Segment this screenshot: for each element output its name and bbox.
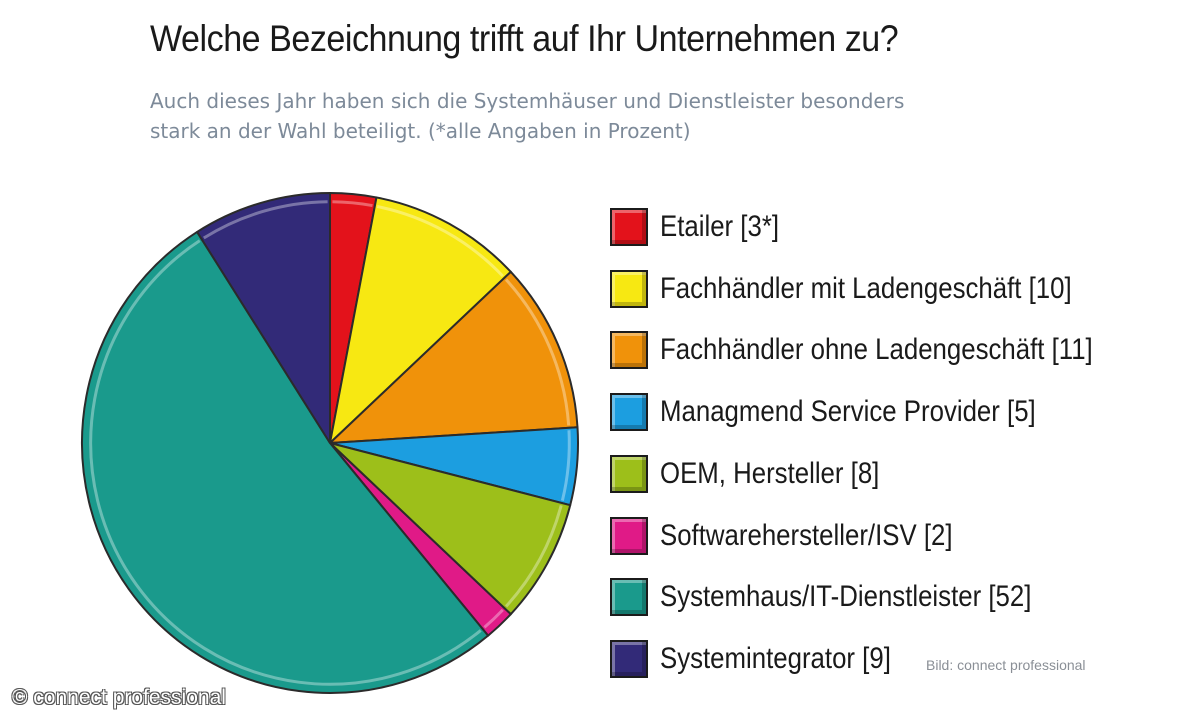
- legend-swatch: [610, 454, 648, 493]
- legend-label: Systemintegrator [9]: [660, 641, 891, 675]
- legend-item: Fachhändler mit Ladengeschäft [10]: [610, 268, 1139, 310]
- pie-slice-highlight: [202, 200, 328, 240]
- legend-item: Systemintegrator [9]: [610, 638, 928, 680]
- pie-slice: [329, 196, 512, 444]
- legend-label: Fachhändler ohne Ladengeschäft [11]: [660, 333, 1093, 367]
- legend-label: Softwarehersteller/ISV [2]: [660, 518, 953, 552]
- legend-item: Fachhändler ohne Ladengeschäft [11]: [610, 329, 1163, 371]
- legend-item: Systemhaus/IT-Dienstleister [52]: [610, 576, 1092, 618]
- subtitle-line-2: stark an der Wahl beteiligt. (*alle Anga…: [150, 119, 691, 143]
- pie-chart: [80, 192, 579, 694]
- legend-swatch: [610, 639, 648, 678]
- legend-item: Etailer [3*]: [610, 206, 798, 248]
- legend-item: Softwarehersteller/ISV [2]: [610, 515, 1000, 557]
- pie-slices: [80, 192, 579, 694]
- legend-item: Managmend Service Provider [5]: [610, 391, 1097, 433]
- legend-swatch: [610, 331, 648, 370]
- legend-label: Systemhaus/IT-Dienstleister [52]: [660, 580, 1032, 614]
- legend-label: Managmend Service Provider [5]: [660, 395, 1036, 429]
- pie-slice: [196, 192, 331, 444]
- pie-slice-highlight: [376, 205, 504, 278]
- subtitle-line-1: Auch dieses Jahr haben sich die Systemhä…: [150, 89, 905, 113]
- legend-item: OEM, Hersteller [8]: [610, 453, 915, 495]
- chart-subtitle: Auch dieses Jahr haben sich die Systemhä…: [150, 86, 1030, 146]
- chart-title: Welche Bezeichnung trifft auf Ihr Untern…: [150, 18, 899, 59]
- legend-label: OEM, Hersteller [8]: [660, 456, 880, 490]
- pie-slice: [329, 442, 572, 616]
- legend-swatch: [610, 578, 648, 617]
- watermark: © connect professional: [12, 686, 226, 709]
- legend-swatch: [610, 393, 648, 432]
- image-credit: Bild: connect professional: [926, 657, 1086, 673]
- pie-slice-highlight: [504, 278, 571, 426]
- pie-slice: [329, 270, 579, 444]
- legend-swatch: [610, 269, 648, 308]
- pie-slice-highlight: [483, 608, 504, 629]
- legend-label: Fachhändler mit Ladengeschäft [10]: [660, 271, 1072, 305]
- pie-slice: [80, 230, 490, 694]
- pie-slice-highlight: [332, 200, 373, 208]
- pie-slice-highlight: [504, 504, 563, 608]
- legend-label: Etailer [3*]: [660, 210, 780, 243]
- pie-slice-highlight: [89, 239, 482, 686]
- legend-swatch: [610, 516, 648, 555]
- pie-slice-highlight: [560, 430, 571, 502]
- legend-swatch: [610, 208, 648, 246]
